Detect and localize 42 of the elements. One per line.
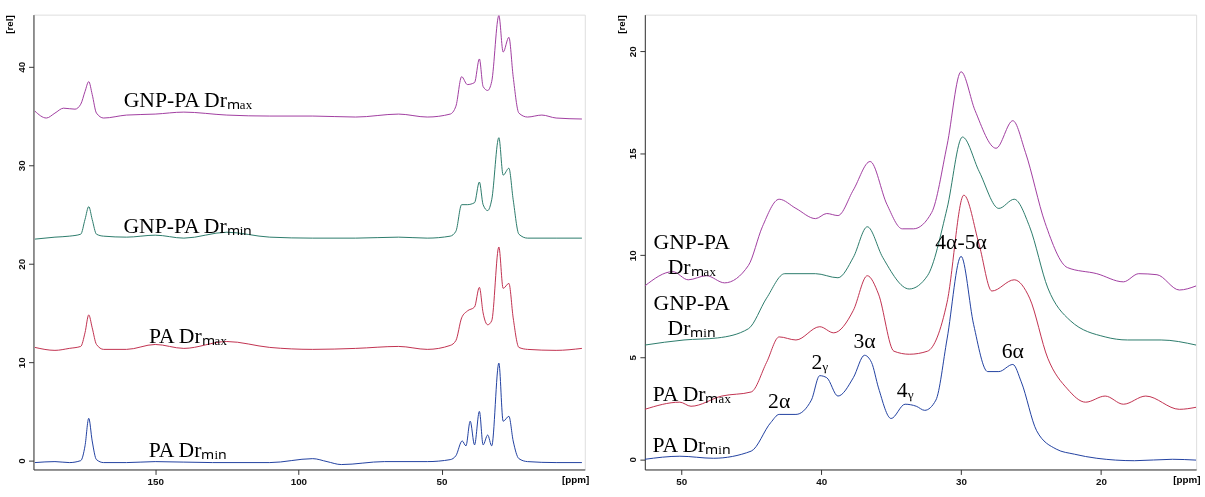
- y-tick-label: 0: [627, 456, 639, 463]
- series-label: PA Drₘₐₓ: [148, 323, 228, 348]
- annotation: 3α: [853, 329, 876, 354]
- annotation: 2ᵧ: [811, 349, 829, 374]
- y-tick-label: 0: [16, 457, 28, 464]
- y-tick-label: 20: [627, 45, 639, 58]
- y-tick-label: 20: [16, 258, 28, 270]
- y-tick-label: 40: [16, 61, 28, 73]
- series-label: GNP-PA Drₘᵢₙ: [123, 213, 253, 238]
- y-tick-label: 10: [627, 249, 639, 262]
- line-series: [644, 71, 1197, 291]
- x-tick-label: 50: [676, 475, 688, 487]
- series-label: PA Drₘᵢₙ: [148, 438, 227, 463]
- x-tick-label: 20: [1096, 475, 1108, 487]
- x-tick-label: 30: [956, 475, 968, 487]
- series-label: PA Drₘₐₓ: [652, 382, 732, 407]
- x-tick-label: 100: [290, 475, 308, 487]
- line-series: [34, 15, 583, 120]
- y-tick-label: 10: [16, 356, 28, 369]
- x-axis-title: [ppm]: [1173, 473, 1201, 485]
- y-tick-label: 15: [627, 147, 639, 160]
- y-tick-label: 30: [16, 159, 28, 172]
- y-tick-label: 5: [627, 354, 639, 361]
- line-series: [34, 246, 583, 351]
- y-axis-title: [rel]: [615, 15, 627, 34]
- line-series: [644, 255, 1197, 462]
- annotation: 6α: [1001, 338, 1024, 363]
- y-axis-title: [rel]: [4, 15, 16, 34]
- annotation: 2α: [768, 388, 791, 413]
- x-tick-label: 40: [816, 475, 828, 487]
- x-tick-label: 50: [436, 475, 449, 487]
- line-series: [34, 137, 583, 240]
- series-label: GNP-PA Drₘᵢₙ: [653, 290, 731, 340]
- line-series: [644, 136, 1197, 346]
- x-axis-title: [ppm]: [561, 473, 590, 485]
- series-label: PA Drₘᵢₙ: [652, 433, 731, 458]
- x-tick-label: 150: [147, 475, 165, 487]
- series-label: GNP-PA Drₘₐₓ: [653, 230, 731, 280]
- line-series: [644, 194, 1197, 410]
- annotation: 4ᵧ: [896, 378, 914, 403]
- line-series: [34, 362, 583, 466]
- series-label: GNP-PA Drₘₐₓ: [123, 88, 253, 113]
